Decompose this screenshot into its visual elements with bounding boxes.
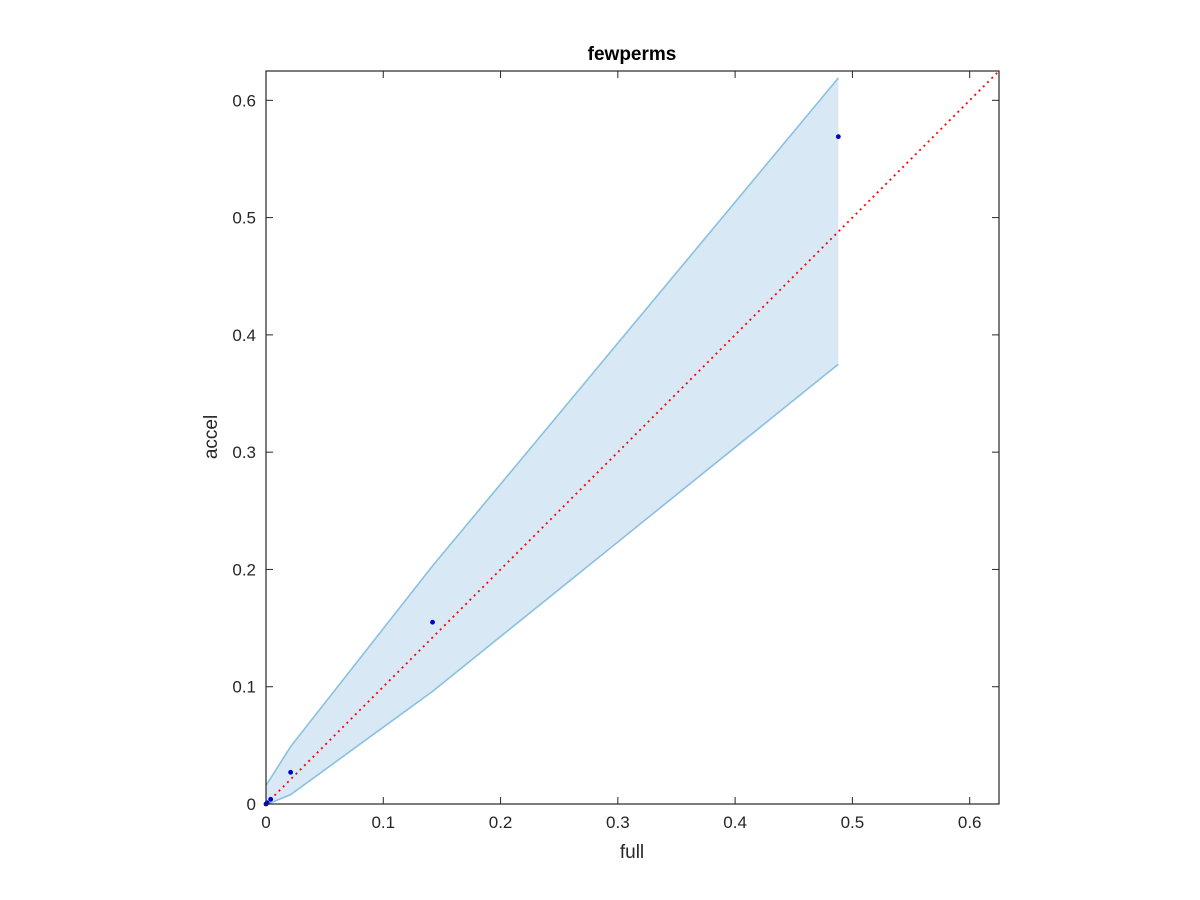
data-point (430, 619, 435, 625)
data-point (835, 134, 841, 140)
x-tick-label: 0.2 (489, 813, 513, 832)
y-tick-label: 0.3 (232, 443, 256, 462)
y-tick-label: 0.5 (232, 209, 256, 228)
x-tick-label: 0.4 (723, 813, 747, 832)
data-point (268, 796, 274, 802)
x-tick-label: 0.1 (371, 813, 395, 832)
y-tick-label: 0.6 (232, 91, 256, 110)
x-tick-label: 0.3 (606, 813, 630, 832)
data-point (288, 769, 294, 775)
y-tick-label: 0.2 (232, 560, 256, 579)
x-tick-label: 0.5 (841, 813, 865, 832)
y-axis-label: accel (201, 415, 222, 459)
y-tick-label: 0.1 (232, 678, 256, 697)
x-axis: 0 0.1 0.2 0.3 0.4 0.5 0.6 (261, 71, 982, 832)
x-axis-label: full (620, 842, 644, 863)
band-upper-edge (265, 77, 839, 786)
band-fill (266, 78, 839, 804)
x-tick-label: 0 (261, 813, 270, 832)
y-axis: 0 0.1 0.2 0.3 0.4 0.5 0.6 (232, 91, 999, 814)
x-tick-label: 0.6 (958, 813, 982, 832)
chart-title: fewperms (588, 44, 677, 65)
y-tick-label: 0 (247, 795, 256, 814)
y-tick-label: 0.4 (232, 326, 256, 345)
axes-box (265, 70, 1000, 805)
